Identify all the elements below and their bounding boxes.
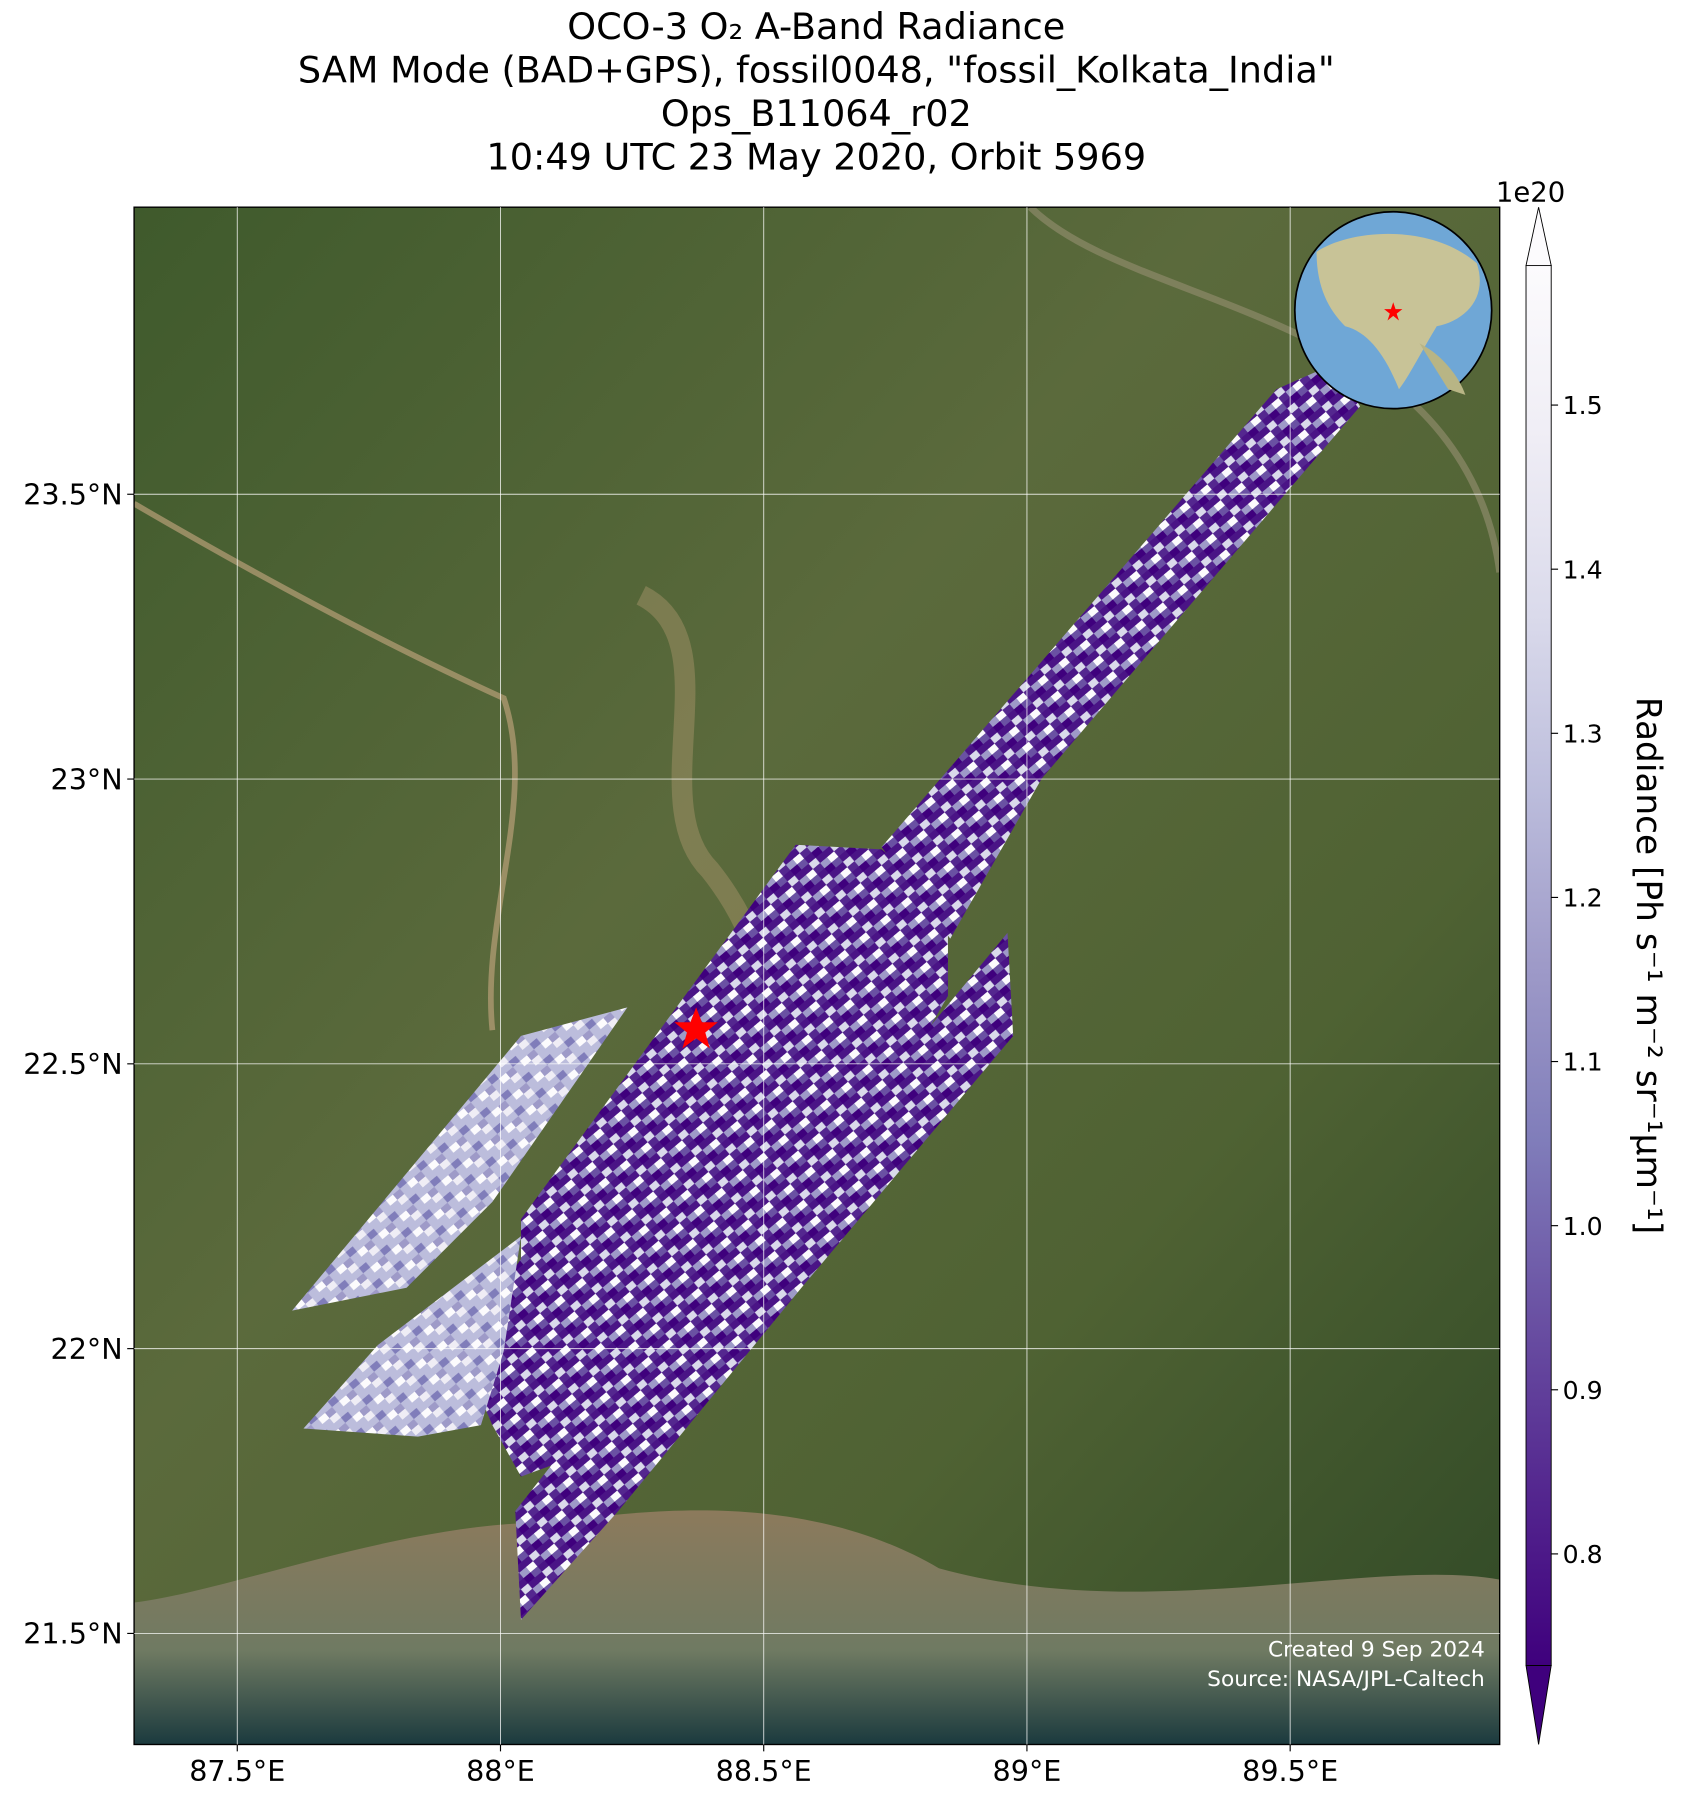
credit: Source: NASA/JPL-Caltech xyxy=(1207,1667,1485,1692)
colorbar-extend xyxy=(1525,207,1552,267)
x-tick-label: 87.5°E xyxy=(189,1754,285,1788)
title-line: SAM Mode (BAD+GPS), fossil0048, "fossil_… xyxy=(298,48,1335,91)
swaths xyxy=(292,364,1361,1620)
colorbar-extend xyxy=(1525,1665,1552,1745)
colorbar-tick-label: 1.3 xyxy=(1563,719,1603,748)
colorbar-tick-label: 1.2 xyxy=(1563,884,1603,913)
title-line: 10:49 UTC 23 May 2020, Orbit 5969 xyxy=(486,135,1146,178)
colorbar-tick-label: 1.5 xyxy=(1563,391,1603,420)
x-tick-label: 89.5°E xyxy=(1242,1754,1338,1788)
map-frame xyxy=(133,206,1501,1746)
colorbar-tick-label: 0.8 xyxy=(1563,1540,1603,1569)
title-line: OCO-3 O₂ A-Band Radiance xyxy=(567,5,1065,48)
colorbar-tick-label: 1.0 xyxy=(1563,1212,1603,1241)
colorbar-tick-label: 1.1 xyxy=(1563,1048,1603,1077)
colorbar: 0.8 0.9 1.0 1.1 1.2 1.3 1.4 1.5 1e20 Radiance [Ph… xyxy=(1496,177,1668,1745)
site-marker xyxy=(674,1007,718,1049)
y-tick-label: 23.5°N xyxy=(23,478,122,512)
x-tick-label: 89°E xyxy=(993,1754,1062,1788)
inset-globe xyxy=(1293,210,1493,410)
colorbar-tick-label: 0.9 xyxy=(1563,1376,1603,1405)
y-tick-label: 22°N xyxy=(51,1332,123,1366)
graticule: 87.5°E 88°E 88.5°E 89°E 89.5°E 21.5°N 22°N 22.5… xyxy=(23,207,1500,1788)
colorbar-scale xyxy=(1525,265,1552,1666)
colorbar-tick-label: 1.4 xyxy=(1563,555,1603,584)
x-tick-label: 88°E xyxy=(466,1754,535,1788)
credit: Created 9 Sep 2024 xyxy=(1268,1637,1485,1662)
title-line: Ops_B11064_r02 xyxy=(661,92,972,135)
colorbar-label: Radiance [Ph s⁻¹ m⁻² sr⁻¹μm⁻¹] xyxy=(1628,697,1668,1234)
x-tick-label: 88.5°E xyxy=(716,1754,812,1788)
colorbar-multiplier: 1e20 xyxy=(1496,177,1565,208)
y-tick-label: 22.5°N xyxy=(23,1047,122,1081)
y-tick-label: 23°N xyxy=(51,762,123,796)
y-tick-label: 21.5°N xyxy=(23,1617,122,1651)
